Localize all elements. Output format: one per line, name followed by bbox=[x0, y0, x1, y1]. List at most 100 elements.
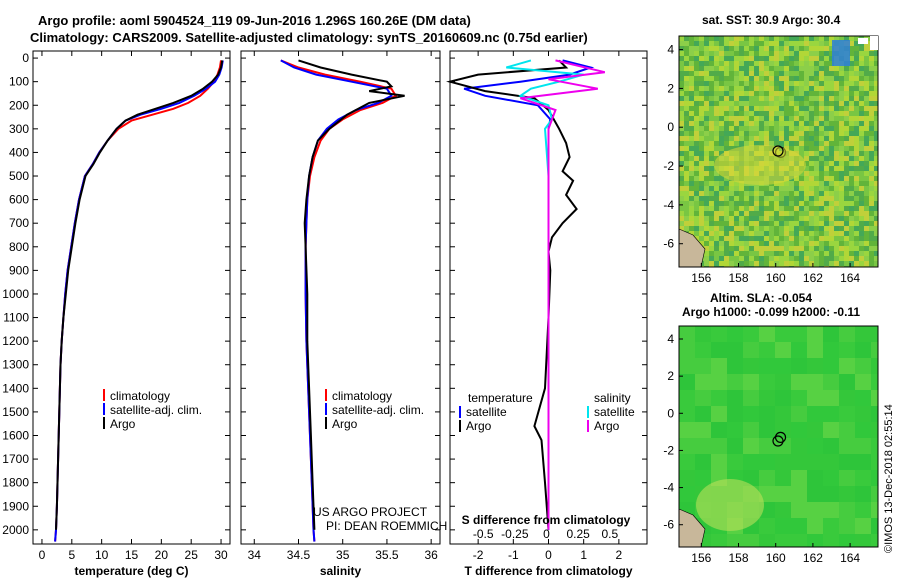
map-cell bbox=[689, 101, 694, 106]
map-cell bbox=[769, 86, 774, 91]
map-cell bbox=[743, 534, 759, 547]
map-cell bbox=[724, 126, 729, 131]
map-cell bbox=[739, 246, 744, 251]
map-cell bbox=[774, 256, 779, 261]
x-axis-label: salinity bbox=[320, 564, 362, 578]
map-cell bbox=[719, 111, 724, 116]
map-cell bbox=[779, 91, 784, 96]
map-cell bbox=[864, 161, 869, 166]
map-cell bbox=[774, 66, 779, 71]
map-cell bbox=[874, 161, 878, 166]
map-cell bbox=[704, 171, 709, 176]
map-cell bbox=[749, 76, 754, 81]
map-cell bbox=[804, 161, 809, 166]
map-cell bbox=[804, 131, 809, 136]
map-cell bbox=[699, 51, 704, 56]
map-cell bbox=[744, 191, 749, 196]
map-cell bbox=[714, 141, 719, 146]
map-cell bbox=[839, 454, 855, 470]
map-cell bbox=[829, 61, 834, 66]
map-cell bbox=[839, 186, 844, 191]
map-cell bbox=[784, 261, 789, 266]
map-cell bbox=[864, 61, 869, 66]
map-cell bbox=[719, 191, 724, 196]
map-cell bbox=[855, 422, 871, 438]
map-cell bbox=[759, 136, 764, 141]
map-cell bbox=[699, 126, 704, 131]
map-cell bbox=[695, 358, 711, 374]
map-cell bbox=[799, 71, 804, 76]
map-cell bbox=[704, 186, 709, 191]
map-cell bbox=[714, 56, 719, 61]
map-cell bbox=[849, 166, 854, 171]
map-cell bbox=[774, 56, 779, 61]
map-cell bbox=[869, 236, 874, 241]
map-cell bbox=[714, 181, 719, 186]
map-cell bbox=[814, 231, 819, 236]
map-cell bbox=[729, 126, 734, 131]
map-cell bbox=[719, 106, 724, 111]
map-cell bbox=[814, 41, 819, 46]
map-cell bbox=[689, 86, 694, 91]
map-cell bbox=[869, 131, 874, 136]
map-cell bbox=[804, 226, 809, 231]
map-cell bbox=[774, 196, 779, 201]
series-line-Argo bbox=[298, 59, 405, 530]
map-cell bbox=[839, 91, 844, 96]
map-cell bbox=[704, 151, 709, 156]
map-cell bbox=[784, 186, 789, 191]
map-cell bbox=[724, 246, 729, 251]
map-cell bbox=[784, 41, 789, 46]
map-cell bbox=[784, 246, 789, 251]
map-cell bbox=[799, 36, 804, 41]
map-cell bbox=[709, 106, 714, 111]
map-cell bbox=[699, 236, 704, 241]
map-cell bbox=[694, 206, 699, 211]
map-cell bbox=[764, 216, 769, 221]
map-cell bbox=[779, 181, 784, 186]
map-cell bbox=[799, 231, 804, 236]
map-cell bbox=[749, 131, 754, 136]
map-cell bbox=[679, 226, 684, 231]
map-cell bbox=[695, 406, 711, 422]
map-cell bbox=[769, 101, 774, 106]
map-cell bbox=[754, 106, 759, 111]
map-cell bbox=[774, 236, 779, 241]
map-cell bbox=[829, 171, 834, 176]
map-cell bbox=[727, 390, 743, 406]
map-cell bbox=[694, 181, 699, 186]
map-cell bbox=[844, 256, 849, 261]
map-cell bbox=[724, 256, 729, 261]
map-cell bbox=[844, 36, 849, 41]
map-cell bbox=[849, 66, 854, 71]
map-cell bbox=[864, 101, 869, 106]
map-cell bbox=[749, 231, 754, 236]
map-cell bbox=[743, 454, 759, 470]
map-cell bbox=[704, 141, 709, 146]
map-cell bbox=[689, 151, 694, 156]
map-cell bbox=[859, 251, 864, 256]
map-cell bbox=[819, 161, 824, 166]
map-cell bbox=[834, 161, 839, 166]
map-cell bbox=[864, 111, 869, 116]
map-cell bbox=[874, 56, 878, 61]
map-cell bbox=[814, 156, 819, 161]
map-cell bbox=[739, 206, 744, 211]
map-cell bbox=[839, 146, 844, 151]
map-cell bbox=[714, 121, 719, 126]
plot-frame-temperature bbox=[32, 50, 231, 545]
map-cell bbox=[679, 146, 684, 151]
map-cell bbox=[854, 201, 859, 206]
map-cell bbox=[709, 146, 714, 151]
map-y-tick-label: -2 bbox=[663, 443, 674, 457]
map-cell bbox=[864, 136, 869, 141]
map-cell bbox=[759, 518, 775, 534]
map-cell bbox=[844, 231, 849, 236]
map-cell bbox=[719, 211, 724, 216]
map-cell bbox=[744, 91, 749, 96]
map-cell bbox=[819, 71, 824, 76]
map-cell bbox=[679, 201, 684, 206]
map-cell bbox=[779, 141, 784, 146]
map-cell bbox=[684, 141, 689, 146]
map-cell bbox=[809, 81, 814, 86]
